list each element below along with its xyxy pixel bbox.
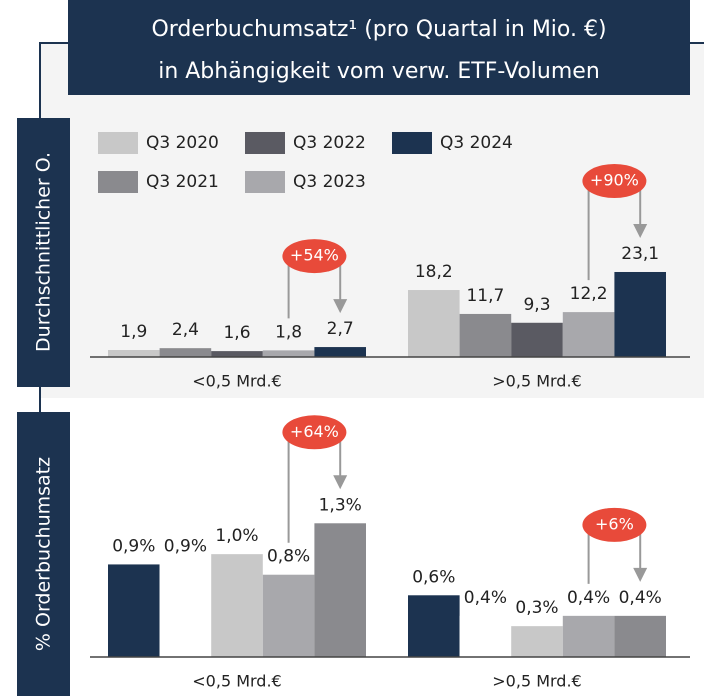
value-label: 0,9% bbox=[112, 536, 155, 556]
arrow-head bbox=[633, 567, 648, 582]
annotation-text: +6% bbox=[595, 514, 634, 533]
bar bbox=[108, 564, 160, 657]
bar bbox=[159, 348, 212, 357]
chart-subtitle: in Abhängigkeit vom verw. ETF-Volumen bbox=[158, 59, 600, 84]
bar bbox=[159, 564, 212, 657]
value-label: 0,4% bbox=[464, 588, 507, 608]
chart-title: Orderbuchumsatz¹ (pro Quartal in Mio. €) bbox=[151, 17, 606, 42]
value-label: 2,7 bbox=[327, 319, 354, 339]
value-label: 18,2 bbox=[415, 262, 453, 282]
title-box bbox=[68, 0, 690, 95]
value-label: 9,3 bbox=[523, 295, 550, 315]
value-label: 23,1 bbox=[621, 244, 659, 264]
side-label-box bbox=[17, 118, 70, 387]
annotation-badge bbox=[282, 415, 347, 450]
y-axis-label: % Orderbuchumsatz bbox=[33, 457, 55, 651]
bar bbox=[314, 523, 366, 657]
value-label: 0,6% bbox=[412, 567, 455, 587]
y-axis-label: Durchschnittlicher O. bbox=[33, 152, 55, 352]
bar bbox=[408, 595, 460, 657]
bar bbox=[614, 271, 666, 357]
value-label: 1,0% bbox=[215, 526, 258, 546]
legend-swatch bbox=[392, 132, 432, 154]
bar bbox=[511, 626, 563, 657]
x-tick-label: >0,5 Mrd.€ bbox=[492, 372, 581, 391]
value-label: 0,9% bbox=[164, 536, 207, 556]
x-tick-label: <0,5 Mrd.€ bbox=[192, 672, 281, 691]
bar bbox=[211, 351, 263, 357]
value-label: 0,4% bbox=[619, 588, 662, 608]
value-label: 0,4% bbox=[567, 588, 610, 608]
legend-swatch bbox=[98, 171, 138, 193]
bar bbox=[408, 290, 460, 357]
x-tick-label: >0,5 Mrd.€ bbox=[492, 672, 581, 691]
bar bbox=[614, 615, 666, 657]
value-label: 1,3% bbox=[319, 495, 362, 515]
legend-swatch bbox=[245, 132, 285, 154]
value-label: 1,9 bbox=[120, 322, 147, 342]
value-label: 0,8% bbox=[267, 547, 310, 567]
legend-label: Q3 2021 bbox=[146, 172, 219, 192]
bar bbox=[262, 574, 315, 657]
bar bbox=[562, 615, 615, 657]
value-label: 0,3% bbox=[515, 598, 558, 618]
bar bbox=[262, 350, 315, 357]
bar bbox=[511, 322, 563, 357]
bar bbox=[314, 347, 366, 357]
annotation-text: +90% bbox=[590, 170, 639, 189]
annotation-text: +64% bbox=[290, 422, 339, 441]
legend-swatch bbox=[98, 132, 138, 154]
annotation-badge bbox=[582, 163, 647, 198]
value-label: 1,8 bbox=[275, 322, 302, 342]
value-label: 11,7 bbox=[466, 286, 504, 306]
legend-label: Q3 2020 bbox=[146, 133, 219, 153]
legend-label: Q3 2024 bbox=[440, 133, 513, 153]
annotation-text: +54% bbox=[290, 246, 339, 265]
x-tick-label: <0,5 Mrd.€ bbox=[192, 372, 281, 391]
bar bbox=[211, 554, 263, 657]
legend-swatch bbox=[245, 171, 285, 193]
legend-label: Q3 2022 bbox=[293, 133, 366, 153]
bar bbox=[459, 313, 512, 357]
arrow-head bbox=[333, 475, 348, 490]
annotation-badge bbox=[582, 507, 647, 542]
value-label: 1,6 bbox=[223, 323, 250, 343]
value-label: 2,4 bbox=[172, 320, 199, 340]
bar bbox=[108, 350, 160, 357]
side-label-box bbox=[17, 412, 70, 696]
bar bbox=[562, 312, 615, 357]
arrow-head bbox=[333, 299, 348, 314]
bar bbox=[459, 615, 512, 657]
legend-label: Q3 2023 bbox=[293, 172, 366, 192]
annotation-badge bbox=[282, 239, 347, 274]
value-label: 12,2 bbox=[570, 284, 608, 304]
arrow-head bbox=[633, 223, 648, 238]
